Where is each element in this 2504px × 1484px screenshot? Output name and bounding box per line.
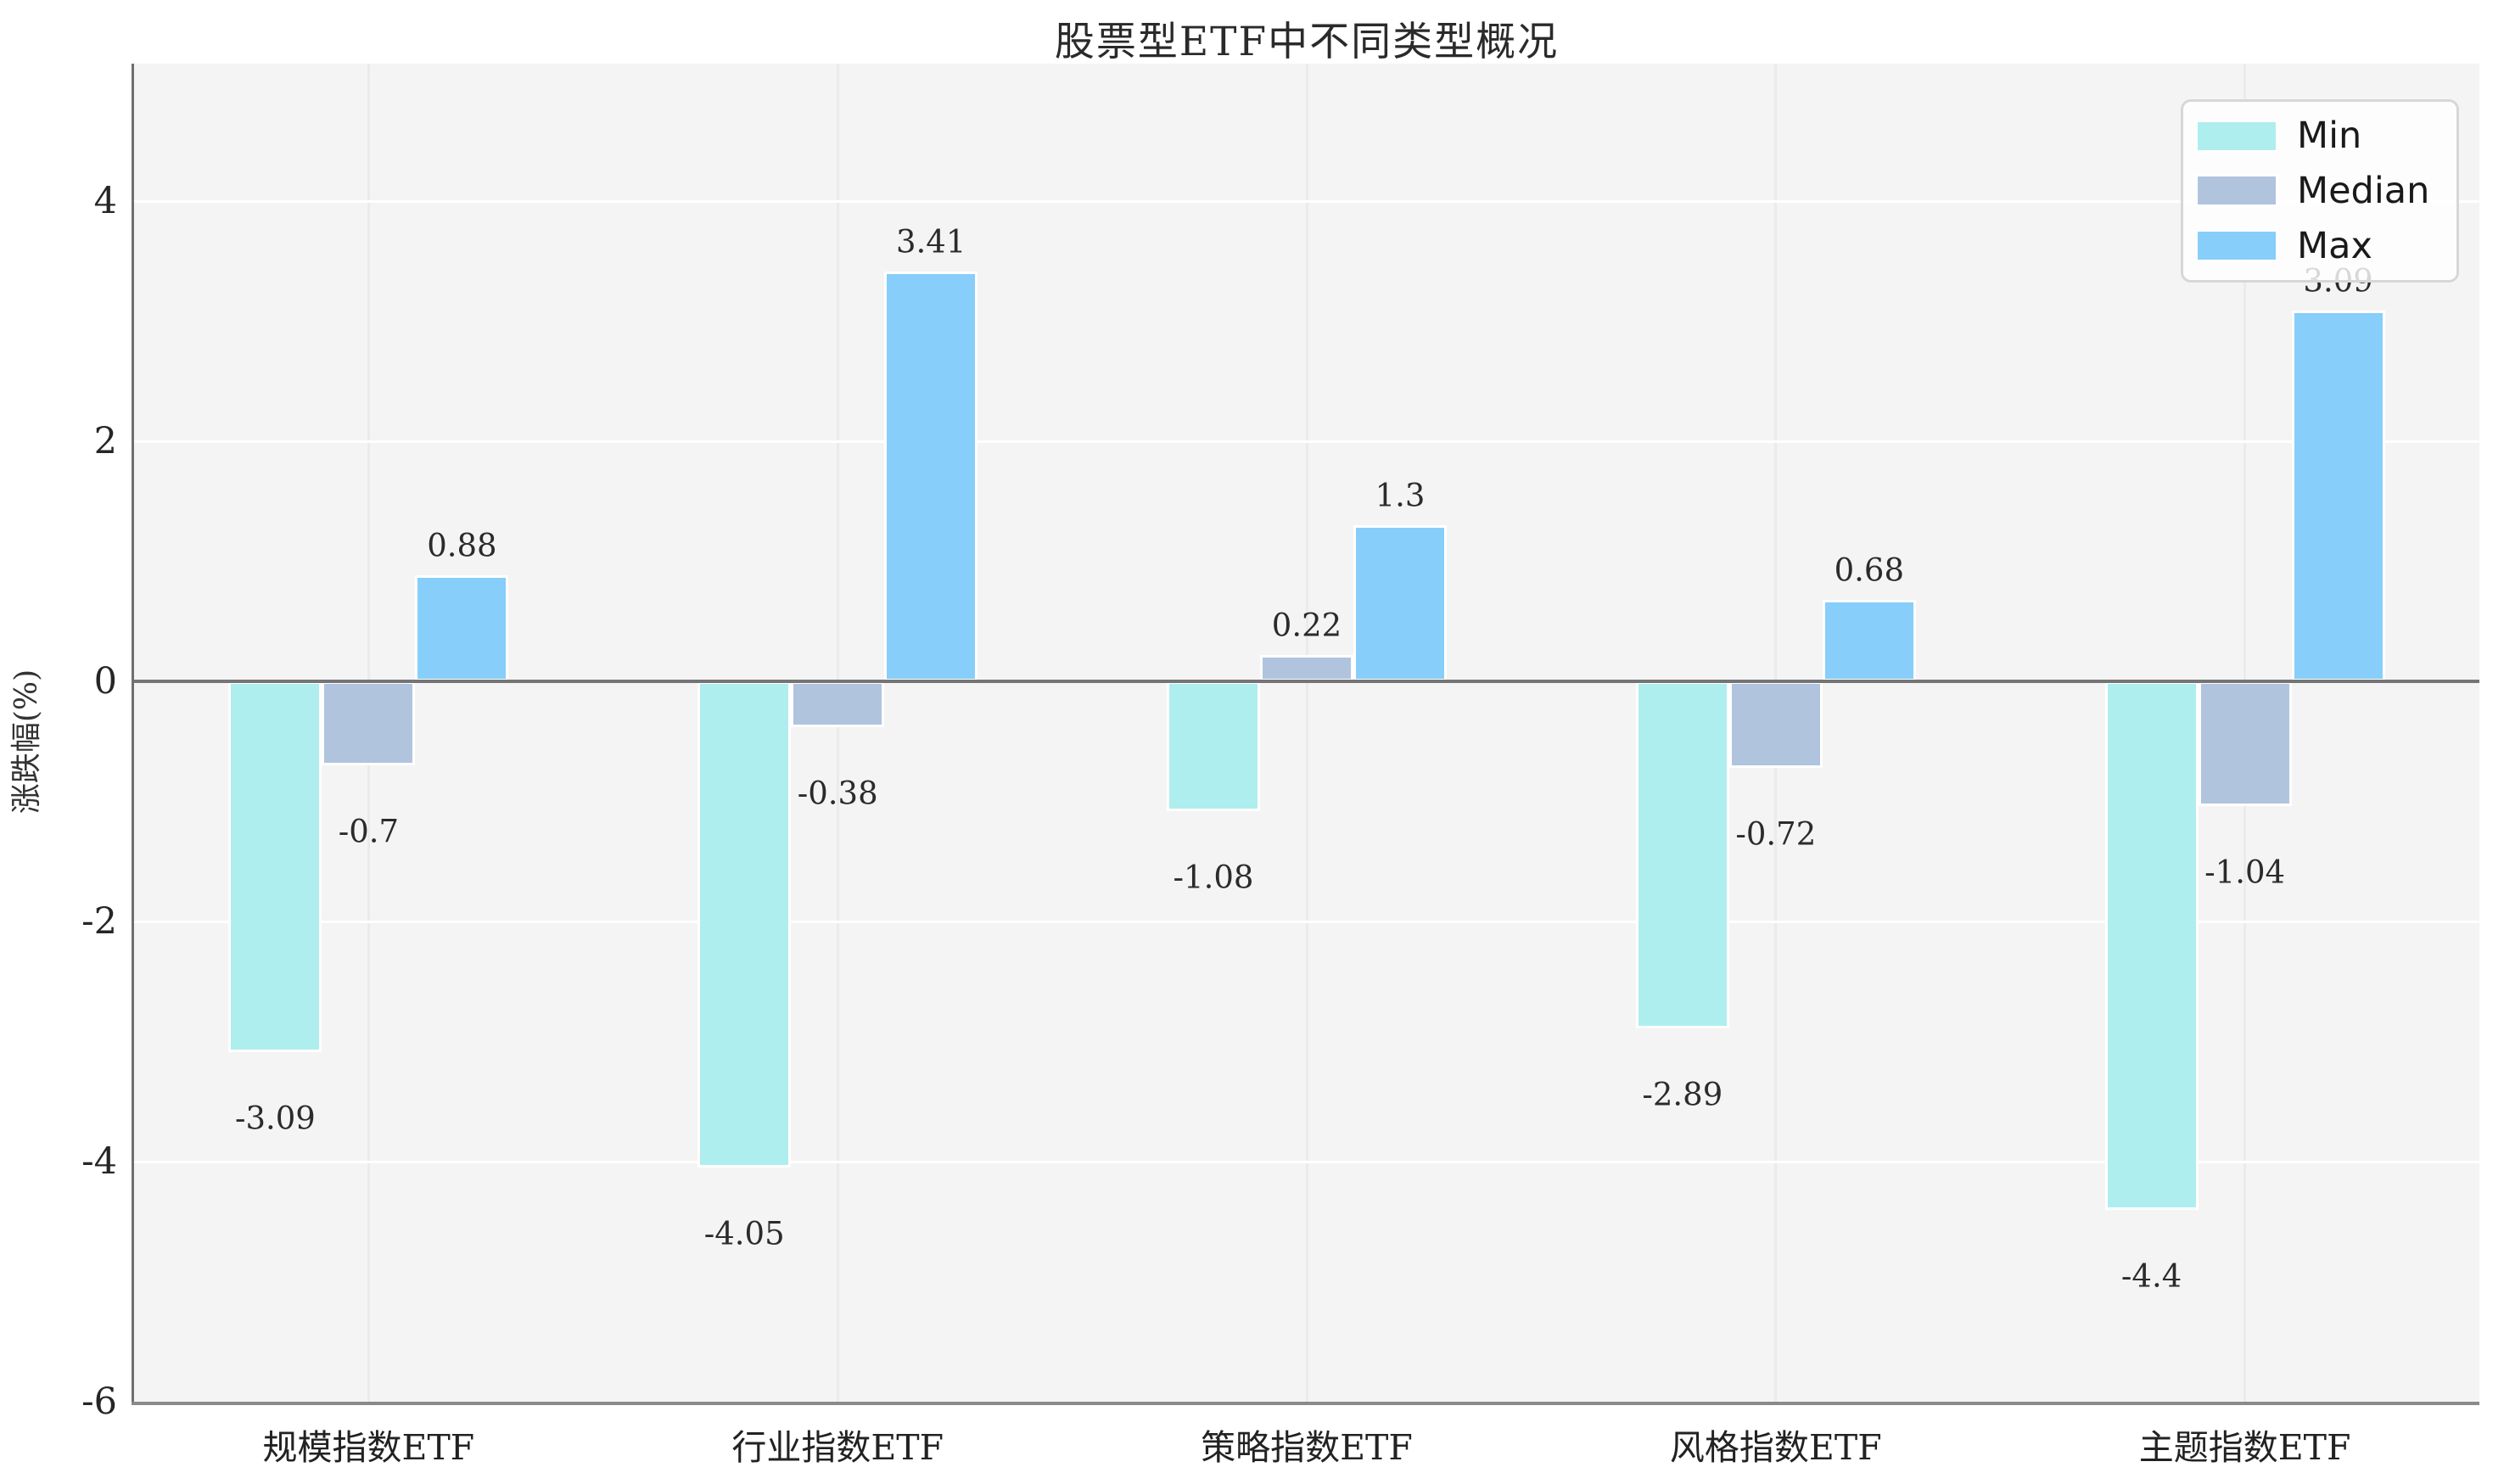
bar-min-1 xyxy=(697,681,792,1168)
y-tick-label: 4 xyxy=(93,180,117,222)
legend-item-min: Min xyxy=(2183,115,2456,157)
bar-value-label: -1.04 xyxy=(2204,854,2286,891)
gridline-v xyxy=(836,64,839,1402)
bar-min-2 xyxy=(1167,681,1260,811)
bar-min-4 xyxy=(2104,681,2199,1210)
bar-value-label: -0.7 xyxy=(338,813,400,850)
chart-title: 股票型ETF中不同类型概况 xyxy=(1054,19,1560,65)
x-tick-label: 风格指数ETF xyxy=(1669,1427,1882,1468)
bar-max-1 xyxy=(884,272,978,681)
zero-line xyxy=(134,680,2479,683)
gridline-h xyxy=(134,440,2479,443)
y-axis-label: 涨跌幅(%) xyxy=(9,669,44,815)
bar-median-1 xyxy=(791,681,885,727)
bar-max-3 xyxy=(1822,599,1916,681)
bar-min-3 xyxy=(1635,681,1729,1028)
bar-max-4 xyxy=(2291,310,2385,681)
bar-value-label: 1.3 xyxy=(1375,477,1426,514)
legend-label-min: Min xyxy=(2297,115,2362,158)
bar-value-label: 0.22 xyxy=(1271,607,1342,644)
legend-swatch-max-icon xyxy=(2195,229,2278,263)
bar-median-2 xyxy=(1260,654,1353,681)
bar-value-label: -0.72 xyxy=(1735,815,1817,853)
legend-item-median: Median xyxy=(2183,170,2456,212)
bar-value-label: -1.08 xyxy=(1173,859,1254,896)
bar-min-0 xyxy=(228,681,322,1053)
x-tick-label: 策略指数ETF xyxy=(1201,1427,1413,1468)
legend-label-max: Max xyxy=(2297,224,2372,267)
bar-value-label: -4.05 xyxy=(703,1215,785,1252)
y-tick-label: -6 xyxy=(81,1380,117,1423)
x-tick-label: 规模指数ETF xyxy=(262,1427,475,1468)
left-spine xyxy=(132,64,134,1402)
legend-swatch-min-icon xyxy=(2195,119,2278,153)
bar-value-label: 0.68 xyxy=(1834,552,1904,589)
bar-value-label: -4.4 xyxy=(2120,1257,2182,1295)
bar-max-2 xyxy=(1353,525,1447,681)
x-tick-label: 主题指数ETF xyxy=(2138,1427,2351,1468)
x-tick-label: 行业指数ETF xyxy=(731,1427,944,1468)
bar-max-0 xyxy=(415,575,509,681)
y-tick-label: 2 xyxy=(93,420,117,462)
bar-value-label: -0.38 xyxy=(797,775,878,812)
bottom-spine xyxy=(132,1402,2479,1405)
gridline-v xyxy=(1305,64,1308,1402)
gridline-h xyxy=(134,199,2479,203)
bar-value-label: -2.89 xyxy=(1642,1076,1723,1113)
gridline-h xyxy=(134,920,2479,923)
y-tick-label: -4 xyxy=(81,1140,117,1183)
bar-value-label: -3.09 xyxy=(234,1100,316,1137)
legend-swatch-median-icon xyxy=(2195,174,2278,208)
bar-median-3 xyxy=(1728,681,1823,768)
bar-value-label: 3.41 xyxy=(895,223,966,260)
legend-item-max: Max xyxy=(2183,225,2456,267)
gridline-h xyxy=(134,1160,2479,1163)
bar-median-0 xyxy=(322,681,416,766)
y-tick-label: -2 xyxy=(81,900,117,943)
legend-label-median: Median xyxy=(2297,169,2430,212)
y-tick-label: 0 xyxy=(93,660,117,703)
bar-median-4 xyxy=(2198,681,2292,807)
legend: Min Median Max xyxy=(2181,99,2459,283)
bar-value-label: 0.88 xyxy=(427,527,497,564)
